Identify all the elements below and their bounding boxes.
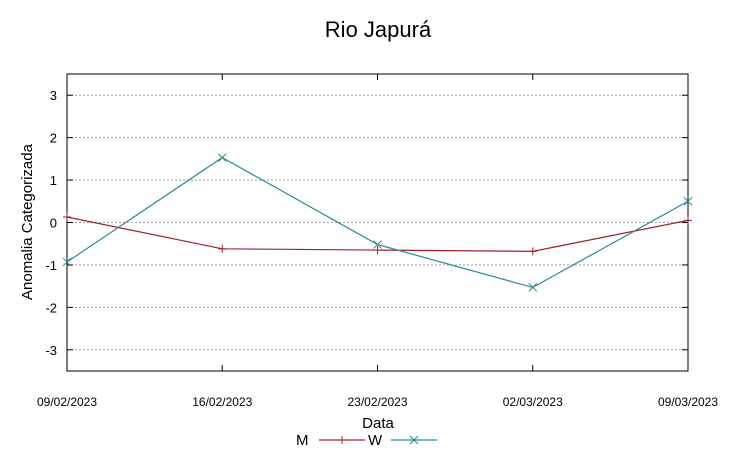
y-axis-label: Anomalia Categorizada (19, 143, 36, 300)
data-point-w (683, 196, 693, 206)
marker-stroke (409, 435, 419, 445)
legend-label-w: W (368, 432, 383, 449)
data-point-m (373, 246, 382, 255)
y-tick-label: 2 (50, 131, 57, 146)
y-tick-label: 1 (50, 173, 57, 188)
series-m (63, 212, 692, 256)
marker-stroke (528, 283, 538, 292)
y-tick-label: 3 (50, 88, 57, 103)
chart-title: Rio Japurá (325, 17, 432, 42)
data-point-w (217, 153, 227, 162)
series-group (62, 153, 693, 292)
data-point-m (684, 216, 692, 225)
series-w (62, 153, 693, 292)
y-axis: 3 2 1 0 -1 -2 -3 (45, 88, 688, 358)
x-tick-label: 09/03/2023 (658, 395, 718, 409)
data-point-m (218, 244, 227, 253)
x-axis: 09/02/2023 16/02/2023 23/02/2023 02/03/2023… (37, 74, 718, 409)
data-point-w (528, 283, 538, 292)
marker-stroke (373, 240, 382, 249)
grid-lines (67, 94, 688, 351)
data-point-w (373, 240, 382, 249)
data-point-m (528, 247, 537, 256)
marker-stroke (683, 196, 693, 206)
data-point-m (63, 212, 71, 221)
legend-marker-w (409, 435, 419, 445)
x-tick-label: 02/03/2023 (503, 395, 563, 409)
y-tick-label: -3 (45, 343, 57, 358)
x-axis-label: Data (362, 415, 394, 432)
data-point-w (62, 257, 72, 267)
legend-marker-m (338, 436, 346, 444)
y-tick-label: 0 (50, 216, 57, 231)
marker-stroke (217, 153, 227, 162)
x-tick-label: 16/02/2023 (192, 395, 252, 409)
legend-label-m: M (296, 432, 309, 449)
y-tick-label: -2 (45, 300, 57, 315)
x-tick-label: 23/02/2023 (347, 395, 407, 409)
y-tick-label: -1 (45, 258, 57, 273)
marker-stroke (62, 257, 72, 267)
x-tick-label: 09/02/2023 (37, 395, 97, 409)
